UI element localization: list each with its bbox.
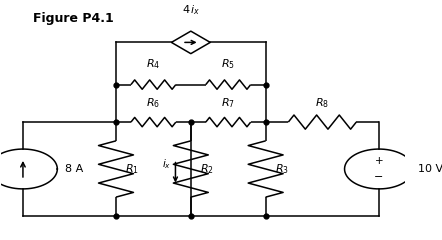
- Text: $R_6$: $R_6$: [146, 96, 160, 110]
- Text: $R_4$: $R_4$: [146, 57, 160, 71]
- Text: $4\,i_x$: $4\,i_x$: [182, 3, 200, 17]
- Text: $R_3$: $R_3$: [274, 162, 289, 176]
- Text: 10 V: 10 V: [418, 164, 442, 174]
- Text: $i_x$: $i_x$: [162, 157, 171, 171]
- Text: $R_7$: $R_7$: [221, 96, 235, 110]
- Text: $R_5$: $R_5$: [221, 57, 235, 71]
- Text: −: −: [374, 172, 384, 182]
- Text: $R_2$: $R_2$: [200, 162, 213, 176]
- Text: Figure P4.1: Figure P4.1: [33, 12, 114, 25]
- Text: $R_1$: $R_1$: [125, 162, 139, 176]
- Text: +: +: [375, 156, 383, 166]
- Text: 8 A: 8 A: [65, 164, 83, 174]
- Text: $R_8$: $R_8$: [315, 96, 329, 110]
